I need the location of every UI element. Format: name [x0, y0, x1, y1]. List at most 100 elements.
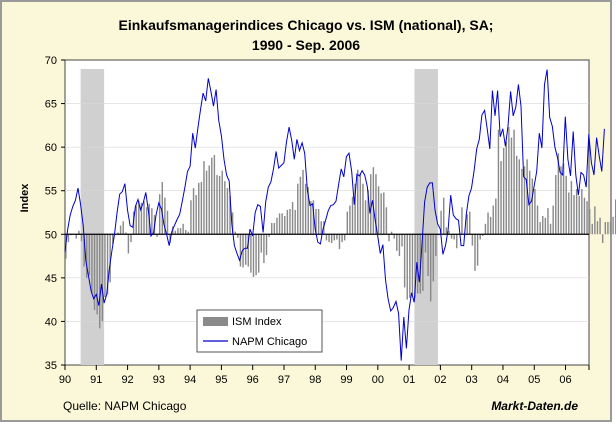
ism-bar [315, 209, 317, 235]
ism-bar [440, 210, 442, 235]
ism-bar [310, 201, 312, 235]
ism-bar [445, 227, 448, 235]
x-tick-label: 93 [153, 374, 165, 386]
ism-bar [594, 206, 596, 235]
ism-bar [401, 234, 403, 247]
ism-bar [99, 234, 101, 329]
ism-bar [609, 221, 612, 235]
y-tick-label: 60 [45, 142, 57, 154]
ism-bar [515, 155, 518, 235]
ism-bar [75, 234, 78, 239]
ism-bar [135, 205, 137, 235]
y-tick-label: 40 [45, 316, 57, 328]
ism-bar [562, 163, 565, 235]
legend-label-ism: ISM Index [232, 316, 282, 328]
napm-chicago-line [64, 69, 605, 361]
y-tick-label: 50 [45, 229, 57, 241]
chart-title-line2: 1990 - Sep. 2006 [252, 37, 360, 53]
ism-bar [568, 192, 570, 235]
ism-bar [599, 217, 601, 235]
ism-bar [502, 148, 505, 235]
ism-bar [112, 234, 114, 244]
ism-bar [388, 234, 390, 242]
ism-bar [268, 234, 270, 237]
ism-bar [578, 195, 580, 235]
ism-bar [208, 165, 210, 235]
ism-bar [489, 216, 492, 235]
ism-bar [505, 141, 507, 235]
ism-bar [88, 234, 91, 276]
ism-bar [414, 234, 416, 298]
ism-bar [508, 127, 510, 235]
brand-label: Markt-Daten.de [491, 399, 578, 413]
ism-bar [359, 173, 362, 235]
ism-bar [495, 198, 497, 235]
ism-bar [130, 234, 132, 243]
ism-bar [151, 208, 153, 235]
ism-bar [393, 234, 395, 239]
ism-bar [237, 234, 239, 238]
ism-bar [93, 234, 96, 311]
x-tick-label: 92 [121, 374, 133, 386]
ism-bar [411, 234, 414, 295]
ism-bar [424, 234, 427, 253]
y-tick-label: 70 [45, 55, 57, 67]
source-note: Quelle: NAPM Chicago [63, 399, 187, 413]
ism-bar [200, 182, 203, 235]
ism-bar [370, 174, 372, 235]
legend: ISM Index NAPM Chicago [196, 309, 323, 353]
ism-bar [403, 234, 406, 288]
ism-bar [125, 232, 127, 235]
ism-bar [281, 213, 283, 235]
ism-bar [557, 153, 560, 235]
ism-bar [492, 205, 494, 235]
x-tick-label: 01 [403, 374, 415, 386]
ism-bar [383, 192, 385, 235]
ism-bar [351, 196, 354, 235]
legend-label-napm: NAPM Chicago [232, 336, 307, 348]
x-tick-label: 90 [59, 374, 71, 386]
ism-bar [448, 230, 450, 235]
ism-bar [380, 193, 382, 235]
ism-bar [513, 129, 515, 235]
ism-bar [278, 213, 281, 235]
ism-bar [166, 210, 169, 235]
ism-bar [192, 188, 195, 235]
ism-bar [205, 170, 208, 235]
ism-bar [182, 223, 184, 235]
ism-bar [271, 222, 273, 235]
ism-bar [456, 234, 458, 249]
ism-bar [302, 169, 304, 235]
ism-bar [284, 215, 286, 235]
ism-bar [346, 211, 349, 235]
ism-bar [591, 223, 593, 235]
ism-bar [479, 234, 481, 240]
ism-bar [140, 202, 143, 235]
ism-bar [265, 234, 268, 256]
ism-bar [450, 234, 453, 239]
ism-bar [330, 234, 333, 243]
ism-bar [531, 178, 534, 235]
ism-bar [372, 167, 375, 235]
ism-bar [461, 207, 463, 235]
ism-bar [195, 195, 197, 235]
ism-bar [216, 175, 218, 235]
ism-bar [612, 216, 614, 235]
ism-bar [432, 234, 435, 282]
ism-bar [390, 231, 393, 235]
ism-bar [185, 229, 187, 235]
ism-bar [242, 234, 244, 268]
ism-bar [573, 195, 575, 235]
ism-bar [466, 214, 468, 235]
ism-bar [179, 228, 182, 235]
ism-bar [544, 217, 547, 235]
ism-bar [398, 234, 401, 257]
ism-bar [523, 166, 526, 235]
ism-bar [528, 170, 531, 235]
ism-bar [307, 187, 309, 235]
ism-bar [364, 200, 367, 235]
ism-bar [187, 231, 190, 235]
y-axis-label: Index [19, 183, 31, 213]
ism-bar [138, 201, 140, 235]
ism-bar [474, 234, 476, 271]
